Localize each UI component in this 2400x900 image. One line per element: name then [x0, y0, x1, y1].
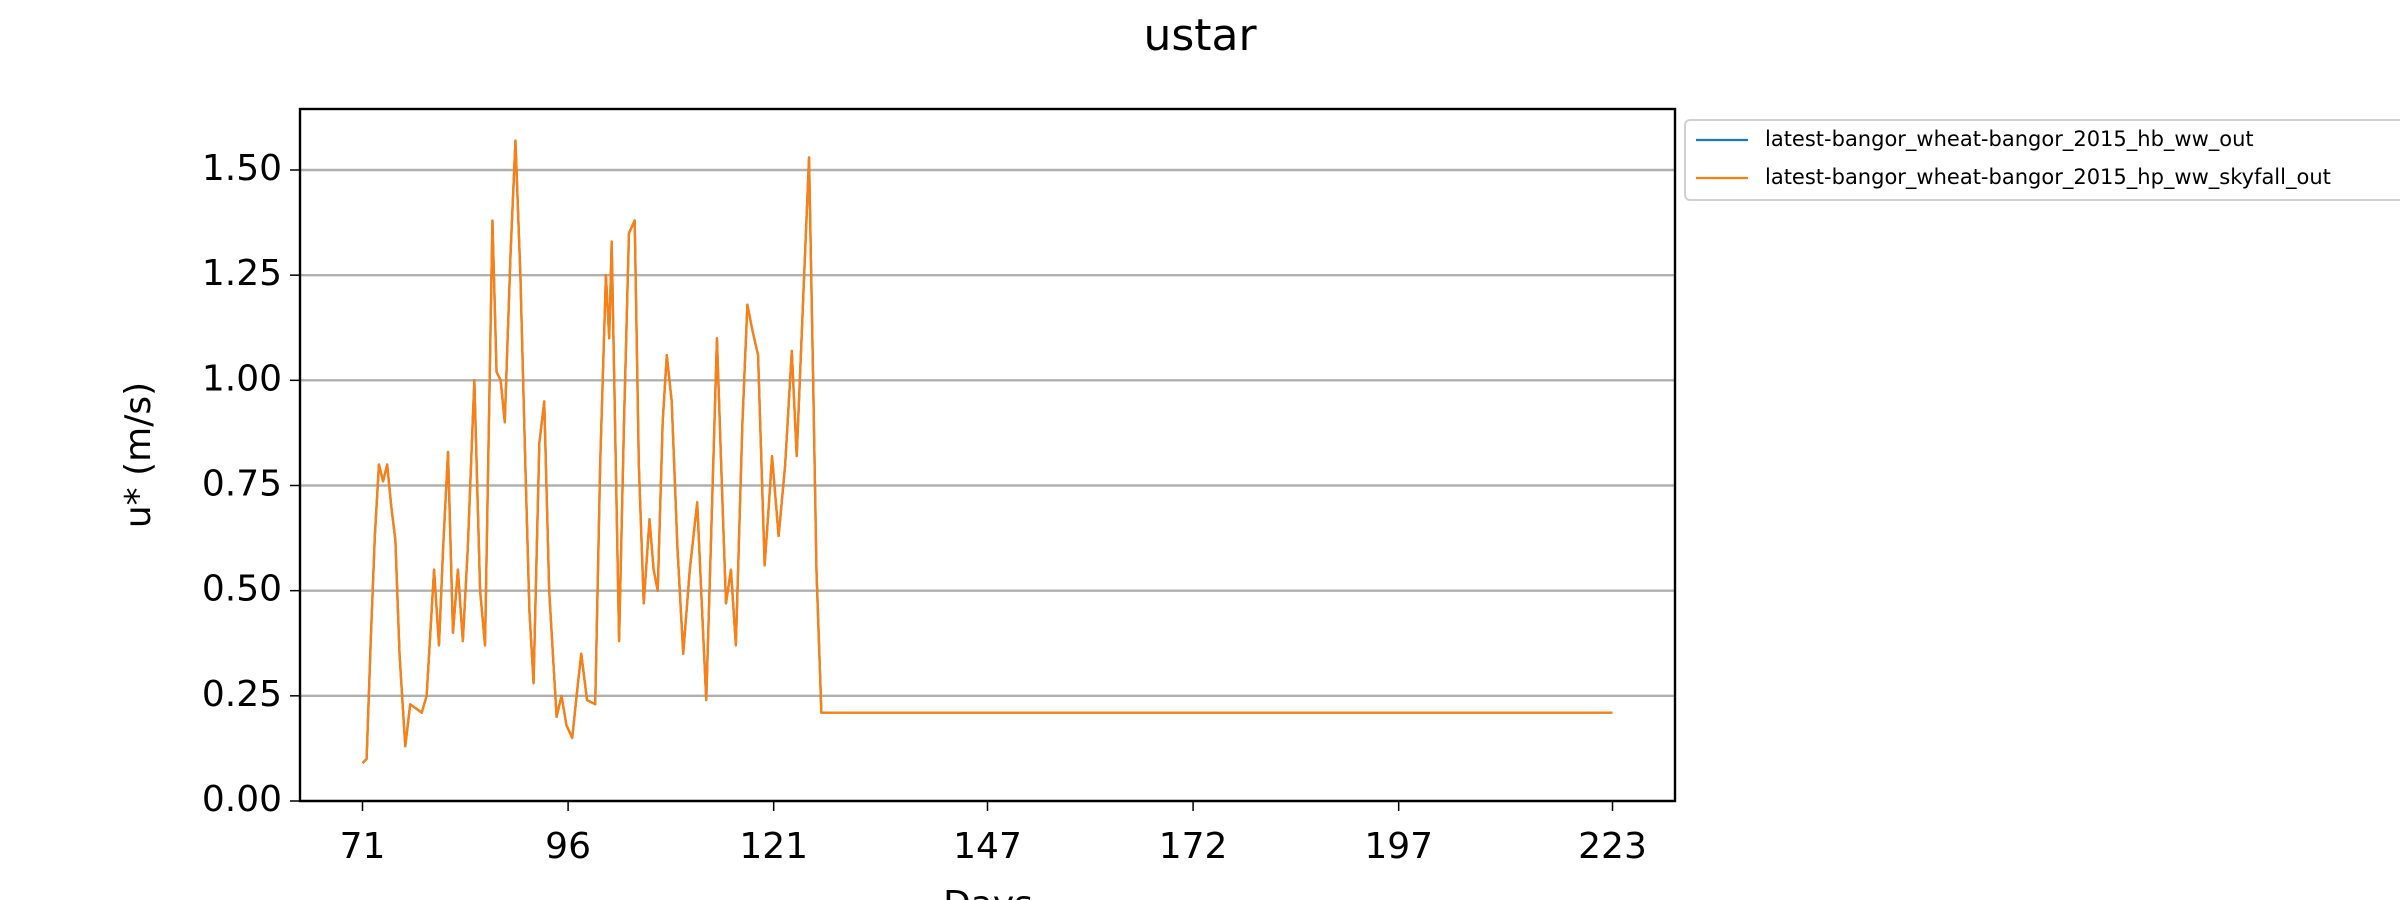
legend-box [1684, 119, 2400, 201]
legend-label: latest-bangor_wheat-bangor_2015_hp_ww_sk… [1765, 165, 2331, 190]
y-axis-label: u* (m/s) [118, 382, 159, 528]
x-axis-label: Days [943, 884, 1033, 900]
x-tick-label: 223 [1578, 826, 1647, 867]
y-tick-label: 1.50 [202, 148, 282, 189]
y-tick-label: 0.75 [202, 463, 282, 504]
y-tick-label: 0.50 [202, 569, 282, 610]
y-tick-label: 1.00 [202, 358, 282, 399]
x-tick-label: 197 [1364, 826, 1433, 867]
series-line [361, 139, 1613, 764]
y-tick-label: 0.25 [202, 674, 282, 715]
legend-label: latest-bangor_wheat-bangor_2015_hb_ww_ou… [1765, 127, 2254, 152]
y-tick-label: 1.25 [202, 253, 282, 294]
y-tick-label: 0.00 [202, 779, 282, 820]
plot-frame [298, 107, 1677, 803]
chart-title: ustar [1143, 10, 1257, 61]
x-tick-label: 147 [953, 826, 1022, 867]
x-tick-label: 172 [1159, 826, 1228, 867]
x-tick-label: 121 [739, 826, 808, 867]
x-tick-label: 96 [545, 826, 591, 867]
x-tick-label: 71 [340, 826, 386, 867]
series-line [361, 139, 1613, 764]
